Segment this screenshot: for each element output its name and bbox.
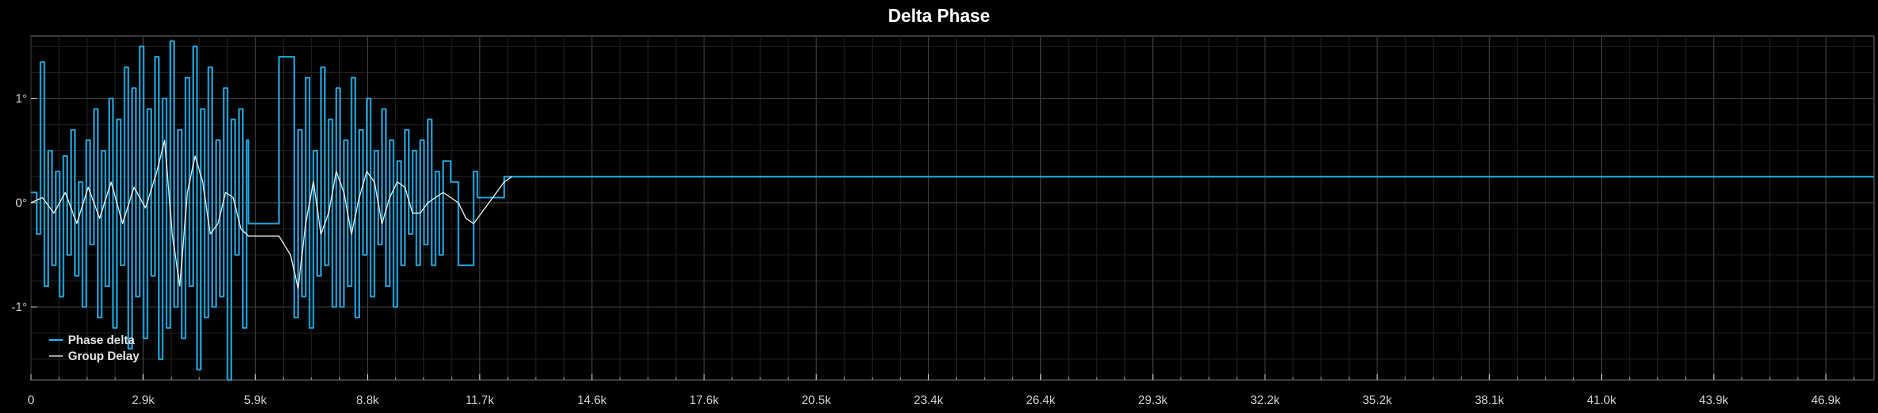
x-tick-label: 35.2k — [1363, 393, 1393, 407]
y-tick-label: 1° — [16, 92, 28, 106]
y-tick-label: -1° — [12, 300, 28, 314]
legend-label-phase-delta: Phase delta — [68, 333, 135, 347]
x-tick-label: 14.6k — [577, 393, 607, 407]
y-axis-labels: 1° 0° -1° — [12, 92, 28, 314]
series-lines — [30, 40, 1874, 381]
x-tick-label: 5.9k — [244, 393, 268, 407]
x-tick-label: 20.5k — [802, 393, 832, 407]
y-tick-label: 0° — [16, 196, 28, 210]
x-tick-label: 8.8k — [356, 393, 380, 407]
axis-ticks — [30, 98, 1855, 380]
x-axis-labels: 0 2.9k 5.9k 8.8k 11.7k 14.6k 17.6k 20.5k 23.4k 26… — [28, 393, 1842, 407]
legend: Phase delta Group Delay — [49, 333, 140, 363]
x-tick-label: 46.9k — [1811, 393, 1841, 407]
x-tick-label: 41.0k — [1587, 393, 1617, 407]
series-line-group-delay — [30, 139, 513, 289]
x-tick-label: 2.9k — [132, 393, 156, 407]
x-tick-label: 0 — [28, 393, 35, 407]
x-tick-label: 26.4k — [1026, 393, 1056, 407]
x-tick-label: 38.1k — [1475, 393, 1505, 407]
series-line-phase-delta — [31, 40, 1874, 381]
x-tick-label: 23.4k — [914, 393, 944, 407]
x-tick-label: 17.6k — [689, 393, 719, 407]
chart-title: Delta Phase — [887, 6, 991, 26]
x-tick-label: 43.9k — [1699, 393, 1729, 407]
grid-lines — [30, 36, 1874, 380]
legend-label-group-delay: Group Delay — [68, 349, 140, 363]
plot-background — [30, 35, 1875, 381]
x-tick-label: 32.2k — [1250, 393, 1280, 407]
x-tick-label: 11.7k — [465, 393, 494, 407]
x-tick-label: 29.3k — [1138, 393, 1168, 407]
